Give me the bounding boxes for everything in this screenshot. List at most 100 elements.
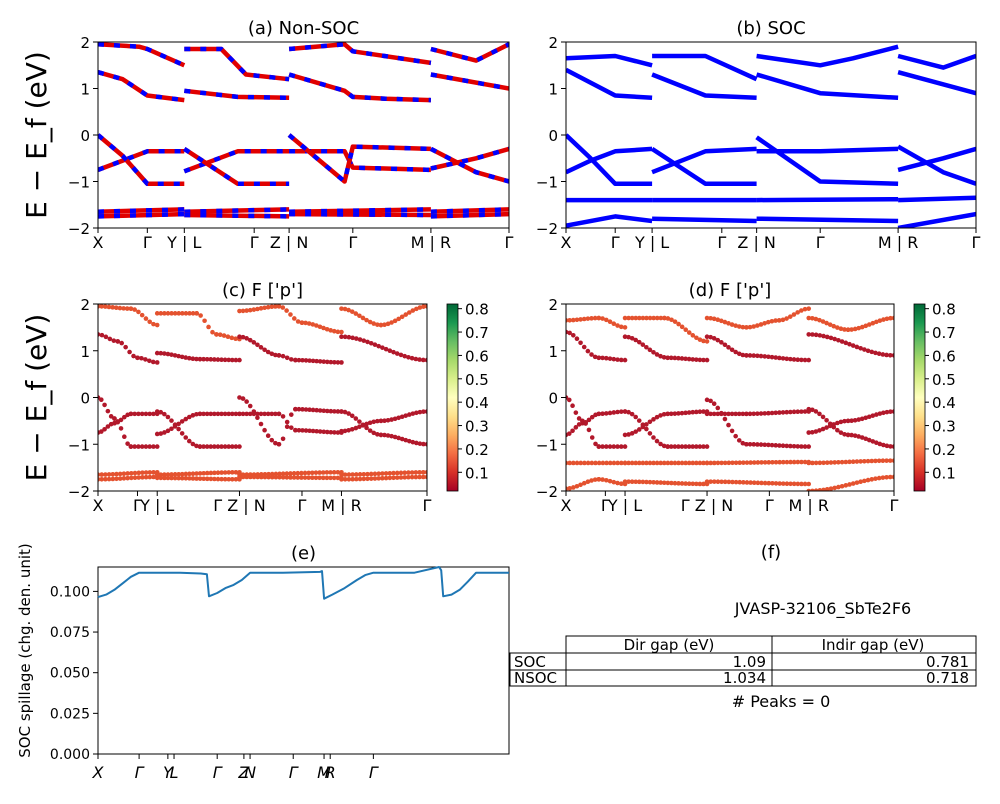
band-point bbox=[777, 459, 782, 465]
band-point bbox=[219, 357, 224, 362]
band-point bbox=[335, 409, 341, 414]
band-point bbox=[107, 336, 113, 342]
band-point bbox=[788, 356, 793, 362]
band-point bbox=[777, 481, 782, 486]
band-point bbox=[676, 355, 681, 361]
band-point bbox=[410, 308, 416, 313]
band-point bbox=[870, 320, 876, 326]
band-line bbox=[98, 211, 185, 219]
band-point bbox=[607, 410, 613, 416]
band-point bbox=[884, 443, 890, 449]
band-point bbox=[158, 350, 164, 356]
band-point bbox=[850, 481, 856, 486]
band-point bbox=[410, 439, 416, 445]
band-point bbox=[222, 411, 228, 417]
band-point bbox=[320, 470, 326, 475]
x-tick-label: M | R bbox=[878, 233, 918, 252]
band-point bbox=[204, 356, 210, 362]
band-point bbox=[136, 411, 141, 417]
band-point bbox=[237, 474, 242, 480]
y-tick-label: 0 bbox=[80, 390, 90, 408]
y-tick-label: 0.050 bbox=[50, 666, 90, 682]
band-point bbox=[824, 460, 830, 465]
band-point bbox=[781, 459, 786, 465]
band-point bbox=[762, 411, 768, 416]
band-point bbox=[103, 304, 108, 309]
band-point bbox=[151, 474, 156, 480]
band-point bbox=[802, 409, 808, 414]
band-point bbox=[773, 410, 779, 416]
band-point bbox=[389, 320, 394, 325]
band-point bbox=[349, 426, 355, 432]
band-point bbox=[576, 416, 582, 421]
band-point bbox=[378, 322, 384, 328]
band-point bbox=[413, 474, 419, 480]
band-point bbox=[733, 460, 739, 466]
band-point bbox=[820, 319, 826, 324]
band-point bbox=[583, 421, 588, 426]
band-point bbox=[704, 444, 710, 449]
band-point bbox=[603, 477, 609, 483]
band-point bbox=[406, 354, 411, 360]
band-point bbox=[129, 475, 134, 481]
band-point bbox=[589, 435, 595, 440]
band-point bbox=[842, 432, 847, 437]
band-point bbox=[154, 311, 160, 316]
band-point bbox=[865, 477, 871, 483]
band-point bbox=[755, 411, 760, 416]
band-line bbox=[566, 53, 653, 68]
band-point bbox=[773, 355, 779, 360]
colorbar-tick-label: 0.4 bbox=[465, 394, 489, 412]
band-point bbox=[828, 460, 834, 465]
band-point bbox=[849, 432, 854, 438]
band-point bbox=[154, 444, 160, 449]
band-point bbox=[128, 411, 134, 417]
band-point bbox=[357, 337, 363, 342]
band-point bbox=[581, 480, 587, 486]
band-point bbox=[364, 421, 369, 427]
band-point bbox=[618, 409, 624, 414]
band-point bbox=[633, 479, 639, 485]
band-point bbox=[758, 442, 764, 447]
band-point bbox=[273, 471, 279, 477]
band-point bbox=[324, 429, 330, 435]
band-point bbox=[694, 444, 699, 449]
band-point bbox=[852, 433, 858, 438]
table-cell-value: 1.09 bbox=[733, 653, 766, 671]
band-point bbox=[719, 340, 724, 345]
colorbar bbox=[913, 303, 926, 492]
band-point bbox=[777, 443, 782, 448]
band-point bbox=[596, 355, 602, 361]
plot-area bbox=[98, 304, 427, 482]
band-line bbox=[651, 72, 757, 101]
band-point bbox=[255, 415, 260, 420]
band-point bbox=[332, 409, 337, 414]
band-point bbox=[406, 474, 411, 480]
band-point bbox=[644, 426, 649, 432]
x-tick-label: Y | L bbox=[634, 233, 669, 252]
band-point bbox=[704, 315, 710, 321]
band-point bbox=[884, 316, 890, 322]
band-point bbox=[406, 438, 412, 444]
band-point bbox=[596, 315, 602, 321]
band-point bbox=[276, 441, 282, 447]
band-point bbox=[784, 316, 789, 321]
colorbar-tick-label: 0.1 bbox=[932, 464, 956, 482]
band-point bbox=[567, 330, 572, 336]
band-point bbox=[210, 329, 215, 335]
band-point bbox=[372, 342, 378, 347]
band-point bbox=[870, 439, 876, 444]
band-point bbox=[828, 486, 834, 491]
band-point bbox=[708, 460, 713, 466]
band-point bbox=[332, 430, 337, 435]
band-line bbox=[98, 207, 185, 214]
band-point bbox=[683, 410, 688, 416]
band-point bbox=[795, 481, 801, 487]
colorbar-tick-label: 0.4 bbox=[932, 394, 956, 412]
band-point bbox=[222, 476, 228, 482]
band-point bbox=[179, 431, 185, 436]
band-point bbox=[350, 472, 355, 477]
band-point bbox=[265, 304, 271, 310]
x-tick-label: Y bbox=[163, 763, 174, 782]
band-point bbox=[240, 411, 246, 417]
